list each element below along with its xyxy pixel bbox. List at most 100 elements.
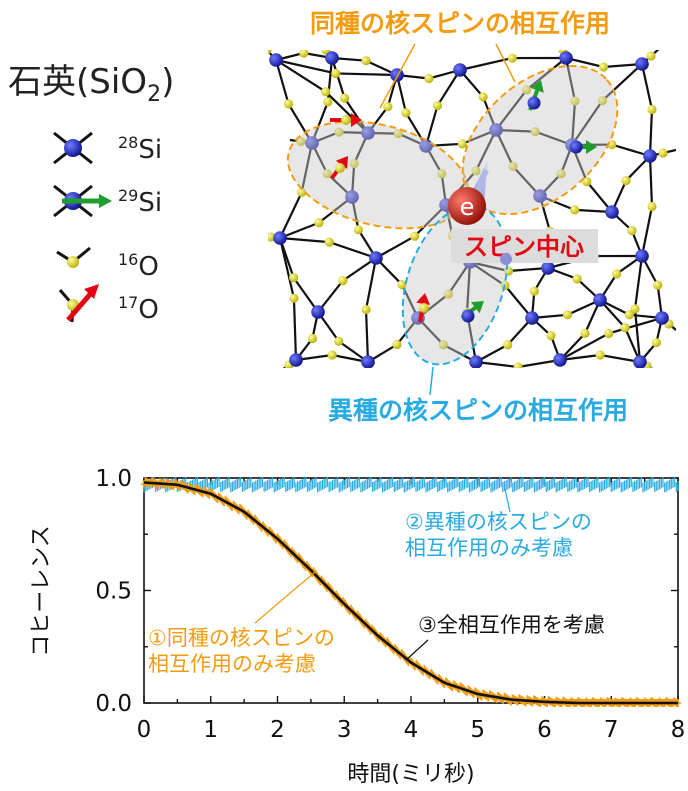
oxygen-atom	[334, 336, 344, 346]
legend: 石英(SiO2) 28Si 29Si	[8, 62, 174, 325]
oxygen-atom	[335, 163, 345, 173]
series-2-annotation-line-2: 相互作用のみ考慮	[405, 536, 573, 560]
silicon-atom	[453, 63, 467, 77]
silicon-atom	[541, 261, 555, 275]
oxygen-atom	[268, 50, 272, 55]
silicon-atom	[635, 249, 649, 263]
oxygen-atom	[562, 310, 573, 320]
oxygen-atom	[624, 310, 634, 320]
oxygen-atom	[471, 166, 481, 176]
oxygen-atom	[457, 139, 467, 149]
oxygen-atom	[503, 340, 513, 350]
legend-item-o16: 16O	[56, 246, 159, 282]
oxygen-atom	[595, 350, 605, 360]
silicon-atom	[289, 353, 303, 367]
coherence-chart: 0 1 2 3 4 5 6 7 8 0.0 0.5 1.0 時間(ミリ秒) コヒーレンス ②異種の核ス…	[29, 466, 685, 787]
oxygen-atom	[627, 226, 637, 236]
oxygen-atom	[529, 286, 539, 296]
oxygen-atom	[383, 102, 393, 112]
svg-text:16O: 16O	[118, 250, 159, 282]
silicon-atom	[527, 96, 541, 110]
oxygen-atom	[570, 205, 580, 215]
oxygen-atom	[598, 62, 609, 72]
o16-atom-icon	[56, 246, 91, 268]
oxygen-atom	[478, 92, 488, 102]
homonuclear-pointer-left	[379, 43, 416, 109]
oxygen-atom	[341, 115, 351, 125]
silicon-atoms	[269, 51, 669, 368]
oxygen-atom	[419, 303, 429, 313]
heteronuclear-interaction-label: 異種の核スピンの相互作用	[328, 396, 628, 425]
series-3-pointer	[405, 639, 429, 661]
silicon-atom	[635, 57, 649, 71]
oxygen-atom	[612, 269, 622, 279]
oxygen-atom	[580, 328, 590, 338]
oxygen-atom	[572, 274, 582, 284]
oxygen-atom	[424, 73, 434, 84]
oxygen-atom	[353, 225, 364, 235]
oxygen-atom	[289, 273, 299, 283]
oxygen-atom	[647, 201, 657, 212]
oxygen-atom	[437, 168, 447, 179]
silicon-atom	[369, 251, 383, 265]
silicon-atom	[525, 311, 539, 325]
oxygen-atom	[653, 280, 663, 290]
oxygen-atom	[513, 362, 523, 368]
vacancy-site	[500, 253, 512, 265]
x-tick-label: 1	[203, 717, 218, 743]
series-3-annotation: ③全相互作用を考慮	[418, 613, 605, 637]
x-tick-label: 7	[604, 717, 619, 743]
oxygen-atom	[321, 87, 331, 97]
silicon-atom	[469, 355, 483, 368]
y-tick-label: 0.5	[95, 579, 132, 605]
series-2-markers	[143, 477, 679, 493]
oxygen-atom	[646, 51, 656, 61]
silicon-atom	[489, 123, 503, 137]
silicon-atom	[553, 353, 567, 367]
silicon-atom	[361, 355, 375, 368]
oxygen-atom	[322, 168, 332, 179]
oxygen-atom	[307, 333, 318, 344]
oxygen-atom	[283, 99, 294, 109]
x-tick-label: 8	[671, 717, 686, 743]
silicon-atom	[345, 190, 359, 204]
svg-text:28Si: 28Si	[118, 133, 162, 165]
oxygen-atom	[620, 323, 630, 333]
x-tick-label: 6	[537, 717, 552, 743]
silicon-atom	[655, 311, 669, 325]
oxygen-atom	[630, 304, 640, 314]
oxygen-atom	[658, 148, 668, 158]
silicon-atom	[605, 205, 619, 219]
spin-center-label: スピン中心	[464, 233, 584, 261]
series-2-annotation-line-1: ②異種の核スピンの	[405, 510, 592, 534]
spin-center-label-background	[451, 229, 598, 263]
series-1-annotation-line-2: 相互作用のみ考慮	[148, 652, 316, 676]
axis-ticks: 0 1 2 3 4 5 6 7 8 0.0 0.5 1.0	[95, 466, 685, 743]
oxygen-atom	[299, 50, 309, 58]
homonuclear-interaction-label: 同種の核スピンの相互作用	[310, 9, 610, 38]
crystal-lattice-illustration: スピン中心 e	[268, 50, 676, 368]
electron-icon	[448, 187, 486, 225]
oxygen-atom	[331, 68, 341, 79]
silicon-atom	[461, 309, 475, 323]
oxygen-atom	[289, 293, 299, 303]
oxygen-atom	[401, 108, 411, 118]
series-3-line	[143, 481, 678, 705]
series-1-pointer	[254, 571, 316, 624]
oxygen-atom	[432, 100, 443, 111]
x-tick-label: 4	[404, 717, 419, 743]
oxygen-atom	[324, 237, 334, 247]
oxygen-atom	[443, 289, 453, 299]
legend-item-o17: 17O	[58, 284, 159, 325]
oxygen-atom	[392, 339, 402, 350]
series-1-annotation-line-1: ①同種の核スピンの	[148, 626, 335, 650]
x-tick-label: 2	[270, 717, 285, 743]
oxygen-atom	[397, 279, 407, 290]
silicon-atom	[305, 136, 319, 150]
oxygen-atom	[327, 350, 337, 360]
x-tick-label: 3	[337, 717, 352, 743]
o17-atom-with-spin-icon	[58, 284, 99, 323]
svg-text:17O: 17O	[118, 293, 159, 325]
x-axis-label: 時間(ミリ秒)	[347, 762, 474, 787]
